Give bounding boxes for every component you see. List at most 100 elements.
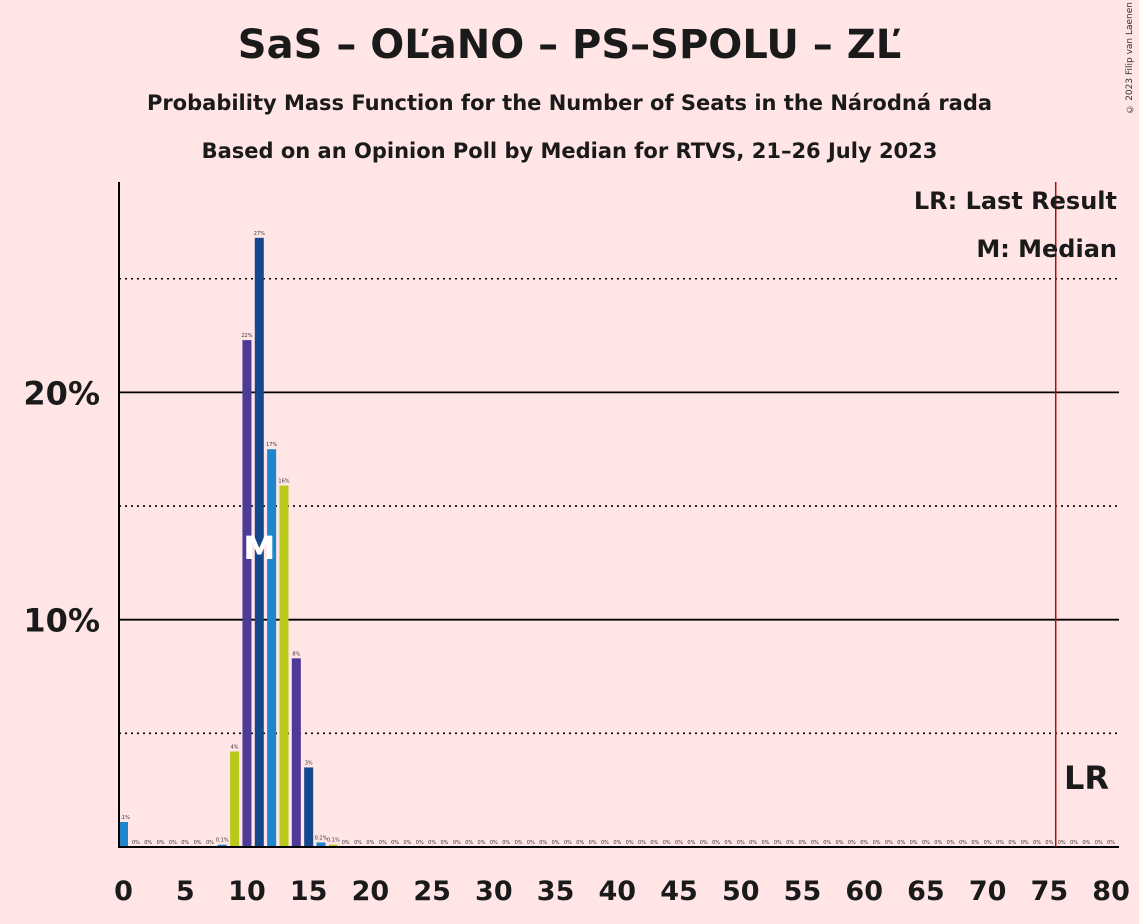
bar-label-seat-0: 1.1% [117, 815, 130, 821]
x-tick-label-35: 35 [537, 876, 575, 907]
legend-last-result: LR: Last Result [914, 187, 1117, 215]
bar-seat-10 [242, 340, 252, 847]
bar-label-seat-37: 0% [576, 840, 584, 846]
x-tick-label-80: 80 [1092, 876, 1130, 907]
bar-label-seat-29: 0% [478, 840, 486, 846]
bar-label-seat-46: 0% [687, 840, 695, 846]
x-tick-label-25: 25 [413, 876, 451, 907]
x-tick-label-50: 50 [722, 876, 760, 907]
bar-label-seat-23: 0% [403, 840, 411, 846]
bar-label-seat-38: 0% [589, 840, 597, 846]
x-tick-label-40: 40 [599, 876, 637, 907]
bar-seat-0 [119, 821, 128, 847]
bar-seat-15 [304, 767, 314, 847]
bar-label-seat-71: 0% [996, 840, 1004, 846]
bar-label-seat-58: 0% [836, 840, 844, 846]
bar-label-seat-65: 0% [922, 840, 930, 846]
bar-label-seat-2: 0% [144, 840, 152, 846]
bar-label-seat-68: 0% [959, 840, 967, 846]
last-result-marker: LR [1064, 759, 1109, 797]
bar-label-seat-77: 0% [1070, 840, 1078, 846]
chart-subtitle-1: Probability Mass Function for the Number… [146, 91, 993, 115]
bar-label-seat-64: 0% [910, 840, 918, 846]
bar-label-seat-80: 0% [1107, 840, 1115, 846]
x-tick-label-15: 15 [290, 876, 328, 907]
x-tick-label-20: 20 [352, 876, 390, 907]
bar-seat-16 [316, 842, 326, 847]
x-tick-label-30: 30 [475, 876, 513, 907]
bar-label-seat-72: 0% [1008, 840, 1016, 846]
bar-label-seat-22: 0% [391, 840, 399, 846]
bar-label-seat-20: 0% [366, 840, 374, 846]
bar-label-seat-67: 0% [947, 840, 955, 846]
bar-label-seat-47: 0% [700, 840, 708, 846]
bar-label-seat-73: 0% [1021, 840, 1029, 846]
bar-label-seat-18: 0% [342, 840, 350, 846]
bar-label-seat-45: 0% [675, 840, 683, 846]
bar-label-seat-13: 16% [278, 479, 289, 485]
x-tick-label-70: 70 [969, 876, 1007, 907]
bar-label-seat-61: 0% [873, 840, 881, 846]
bar-label-seat-12: 17% [266, 442, 277, 448]
bar-label-seat-30: 0% [490, 840, 498, 846]
y-tick-label-10: 10% [23, 602, 100, 640]
bar-label-seat-17: 0.1% [327, 838, 340, 844]
bar-label-seat-25: 0% [428, 840, 436, 846]
bar-seat-13 [279, 485, 289, 847]
bar-label-seat-54: 0% [786, 840, 794, 846]
median-marker: M [243, 529, 275, 567]
x-tick-label-5: 5 [176, 876, 195, 907]
bar-label-seat-24: 0% [416, 840, 424, 846]
bar-label-seat-27: 0% [453, 840, 461, 846]
bar-label-seat-60: 0% [860, 840, 868, 846]
bar-label-seat-53: 0% [774, 840, 782, 846]
bar-label-seat-66: 0% [934, 840, 942, 846]
x-tick-label-75: 75 [1031, 876, 1069, 907]
bar-label-seat-5: 0% [181, 840, 189, 846]
bar-label-seat-19: 0% [354, 840, 362, 846]
y-tick-label-20: 20% [23, 374, 100, 412]
bar-label-seat-75: 0% [1045, 840, 1053, 846]
bar-seat-12 [267, 449, 277, 847]
bars-layer [119, 237, 338, 847]
bar-label-seat-4: 0% [169, 840, 177, 846]
bar-seat-9 [230, 751, 240, 847]
bar-label-seat-8: 0.1% [216, 838, 229, 844]
bar-label-seat-43: 0% [650, 840, 658, 846]
axes-layer: 0 5 10 15 20 25 30 35 40 45 50 55 60 65 70 75 80 10% 20% [23, 182, 1130, 907]
bar-label-seat-78: 0% [1082, 840, 1090, 846]
bar-label-seat-32: 0% [515, 840, 523, 846]
bar-label-seat-79: 0% [1095, 840, 1103, 846]
bar-label-seat-36: 0% [564, 840, 572, 846]
chart-title: SaS – OĽaNO – PS–SPOLU – ZĽ [237, 22, 902, 68]
bar-label-seat-59: 0% [848, 840, 856, 846]
bar-label-seat-39: 0% [601, 840, 609, 846]
chart-subtitle-2: Based on an Opinion Poll by Median for R… [201, 139, 938, 163]
bar-label-seat-74: 0% [1033, 840, 1041, 846]
bar-label-seat-9: 4% [231, 745, 239, 751]
bar-label-seat-21: 0% [379, 840, 387, 846]
bar-label-seat-41: 0% [626, 840, 634, 846]
bar-label-seat-15: 3% [305, 760, 313, 766]
x-tick-label-0: 0 [114, 876, 133, 907]
bar-label-seat-57: 0% [823, 840, 831, 846]
bar-label-seat-63: 0% [897, 840, 905, 846]
bar-label-seat-14: 8% [292, 651, 300, 657]
bar-seat-8 [217, 844, 227, 847]
bar-label-seat-76: 0% [1058, 840, 1066, 846]
bar-label-seat-3: 0% [157, 840, 165, 846]
bar-labels-layer: 1.1%0% 0% 0% 0% 0% 0% 0% 0.1%4%22%27%17%16%8%3%… [117, 231, 1115, 846]
bar-label-seat-70: 0% [984, 840, 992, 846]
bar-label-seat-55: 0% [799, 840, 807, 846]
bar-label-seat-44: 0% [663, 840, 671, 846]
x-tick-label-45: 45 [660, 876, 698, 907]
bar-seat-14 [291, 658, 301, 847]
bar-label-seat-26: 0% [441, 840, 449, 846]
bar-seat-11 [254, 237, 264, 847]
bar-label-seat-11: 27% [254, 231, 265, 237]
overlays-layer: M LR LR: Last Result M: Median [243, 182, 1117, 847]
bar-label-seat-7: 0% [206, 840, 214, 846]
bar-label-seat-31: 0% [502, 840, 510, 846]
x-tick-label-10: 10 [228, 876, 266, 907]
